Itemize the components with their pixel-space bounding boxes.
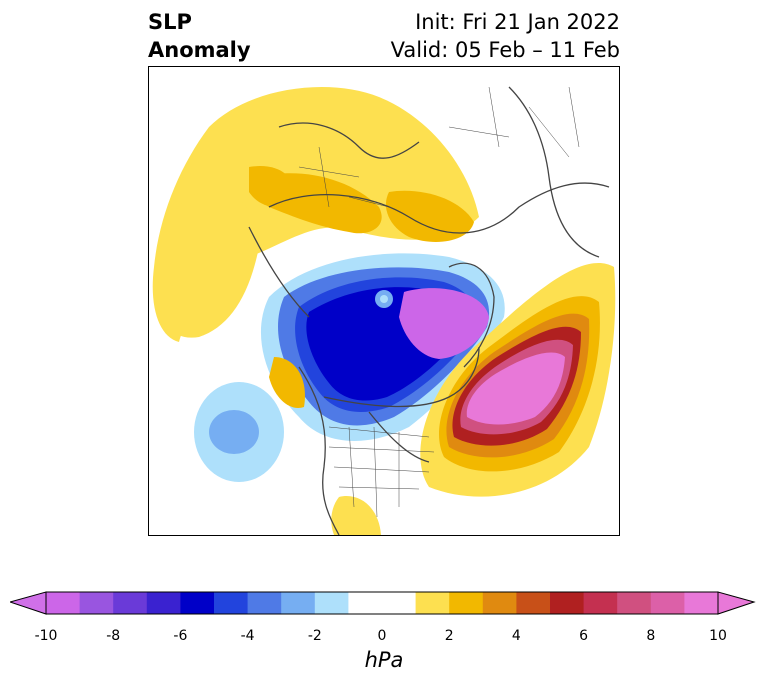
positive-anomaly-scandinavia <box>385 190 474 242</box>
colorbar-tick-label: -4 <box>240 628 255 644</box>
colorbar-cell <box>482 592 517 614</box>
title-line-1: SLP <box>148 10 192 34</box>
positive-anomaly-west <box>158 190 259 338</box>
positive-anomaly-atlantic-core <box>466 352 565 425</box>
colorbar-cell <box>449 592 484 614</box>
colorbar-cell <box>314 592 349 614</box>
colorbar-tick-label: -2 <box>307 628 322 644</box>
colorbar-cell <box>550 592 585 614</box>
colorbar-cell <box>650 592 685 614</box>
anomaly-map <box>149 67 619 535</box>
colorbar-cell <box>79 592 114 614</box>
colorbar-tick-label: 8 <box>646 628 656 644</box>
negative-anomaly-greenland <box>399 288 489 359</box>
colorbar-tick-label: -10 <box>34 628 58 644</box>
colorbar-cell <box>516 592 551 614</box>
negative-anomaly-small-core <box>380 295 388 303</box>
colorbar-cell <box>348 592 383 614</box>
init-date: Init: Fri 21 Jan 2022 <box>415 10 620 34</box>
country-borders <box>298 86 580 518</box>
colorbar-tick-label: -8 <box>106 628 121 644</box>
colorbar-cell <box>415 592 450 614</box>
colorbar-tick-label: 0 <box>377 628 387 644</box>
coastlines <box>248 86 610 535</box>
colorbar-cell <box>382 592 417 614</box>
colorbar-cell <box>617 592 652 614</box>
chart-title: SLP Anomaly <box>148 8 251 64</box>
map-panel <box>148 66 620 536</box>
date-info: Init: Fri 21 Jan 2022 Valid: 05 Feb – 11… <box>391 8 620 64</box>
colorbar-cell <box>180 592 215 614</box>
colorbar-tick-label: 10 <box>709 628 727 644</box>
colorbar-tick-label: 4 <box>511 628 521 644</box>
colorbar-cell <box>214 592 249 614</box>
valid-range: Valid: 05 Feb – 11 Feb <box>390 38 620 62</box>
positive-anomaly-us-south <box>331 496 381 535</box>
colorbar-cell <box>583 592 618 614</box>
positive-anomaly-west-core <box>249 166 295 208</box>
colorbar-cell <box>146 592 181 614</box>
colorbar <box>10 591 756 615</box>
colorbar-tick-label: 2 <box>444 628 454 644</box>
positive-anomaly-canada <box>269 357 305 408</box>
colorbar-cell <box>113 592 148 614</box>
colorbar-cell <box>281 592 316 614</box>
colorbar-extend-high <box>717 591 756 615</box>
colorbar-tick-label: 6 <box>579 628 589 644</box>
colorbar-cell <box>684 592 719 614</box>
negative-anomaly-pacific-core <box>209 410 259 454</box>
colorbar-cell <box>46 592 81 614</box>
colorbar-cell <box>247 592 282 614</box>
colorbar-unit-label: hPa <box>364 648 404 672</box>
colorbar-tick-label: -6 <box>173 628 188 644</box>
colorbar-extend-low <box>10 591 47 615</box>
title-line-2: Anomaly <box>148 38 251 62</box>
